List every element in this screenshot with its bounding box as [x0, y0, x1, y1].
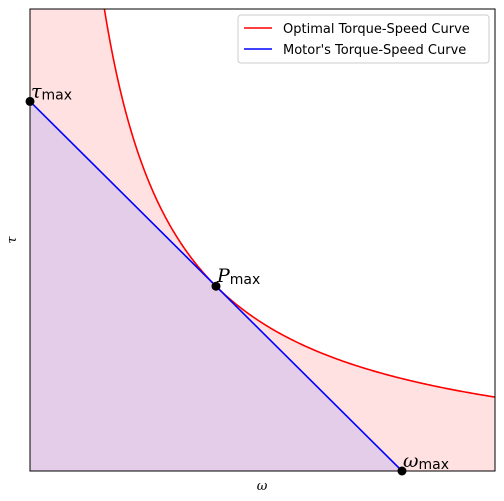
- point-p-max: [211, 281, 221, 291]
- optimal-torque-speed-line: [103, 9, 495, 398]
- label-tau-max-symbol: τ: [31, 80, 42, 102]
- label-omega-max-symbol: ω: [403, 450, 419, 472]
- label-p-max-symbol: P: [216, 265, 231, 287]
- label-p-max: Pmax: [216, 265, 260, 288]
- label-tau-max: τmax: [31, 80, 72, 103]
- label-tau-max-subscript: max: [42, 87, 73, 103]
- legend-label-motor: Motor's Torque-Speed Curve: [283, 43, 466, 58]
- x-axis-label: ω: [257, 479, 268, 494]
- label-omega-max: ωmax: [403, 450, 449, 473]
- legend: Optimal Torque-Speed Curve Motor's Torqu…: [237, 14, 490, 64]
- y-axis-label: τ: [5, 236, 20, 244]
- label-p-max-subscript: max: [230, 272, 261, 288]
- legend-box: [237, 14, 490, 64]
- plot-frame: [29, 8, 496, 472]
- plot-area: [30, 9, 495, 471]
- label-omega-max-subscript: max: [419, 457, 450, 473]
- legend-label-optimal: Optimal Torque-Speed Curve: [283, 22, 470, 37]
